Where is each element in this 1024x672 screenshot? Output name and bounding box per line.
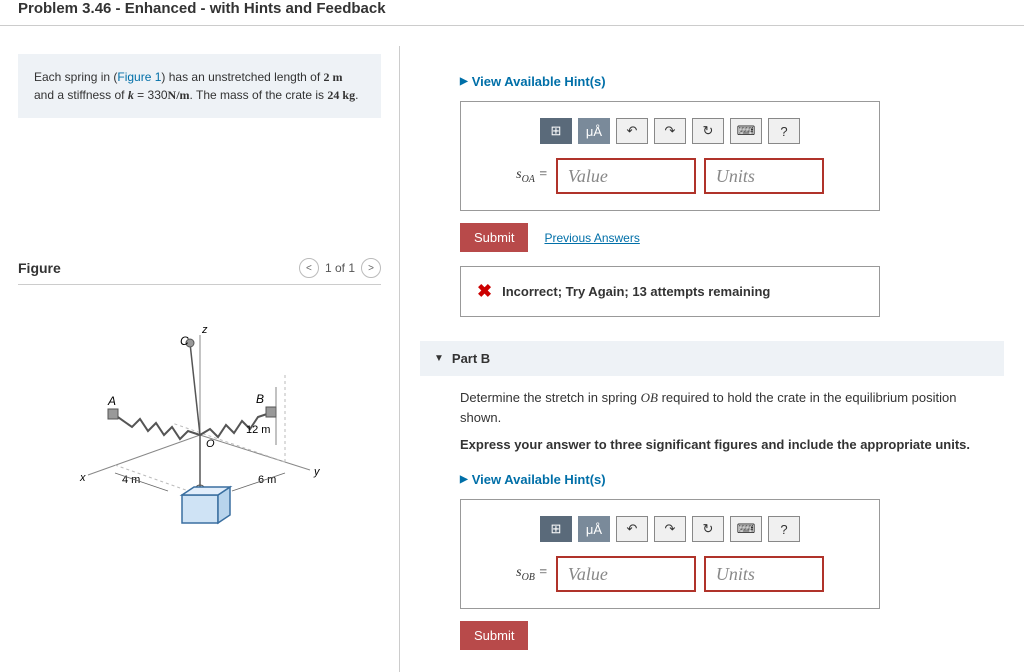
ps-pre: Each spring in ( xyxy=(34,70,117,84)
ps-mass: 24 kg xyxy=(327,88,355,102)
toolbar-a: ⊞ μÅ ↶ ↷ ↻ ⌨ ? xyxy=(477,118,863,144)
pager-prev-button[interactable]: < xyxy=(299,258,319,278)
right-column: View Available Hint(s) ⊞ μÅ ↶ ↷ ↻ ⌨ ? sO… xyxy=(400,46,1024,672)
hints-link-a[interactable]: View Available Hint(s) xyxy=(460,74,1004,89)
hints-link-b[interactable]: View Available Hint(s) xyxy=(460,472,1004,487)
greek-button[interactable]: μÅ xyxy=(578,118,610,144)
part-b-description: Determine the stretch in spring OB requi… xyxy=(460,388,984,427)
templates-button[interactable]: ⊞ xyxy=(540,118,572,144)
value-input-a[interactable]: Value xyxy=(556,158,696,194)
figure-pager: < 1 of 1 > xyxy=(299,258,381,278)
dim-4m: 4 m xyxy=(122,474,140,486)
toolbar-b: ⊞ μÅ ↶ ↷ ↻ ⌨ ? xyxy=(477,516,863,542)
help-button[interactable]: ? xyxy=(768,118,800,144)
axis-z-label: z xyxy=(201,324,208,336)
undo-button[interactable]: ↶ xyxy=(616,118,648,144)
keyboard-button-b[interactable]: ⌨ xyxy=(730,516,762,542)
ps-p4: . xyxy=(355,88,358,102)
templates-button-b[interactable]: ⊞ xyxy=(540,516,572,542)
problem-statement: Each spring in (Figure 1) has an unstret… xyxy=(18,54,381,118)
figure-title: Figure xyxy=(18,260,61,276)
figure-image: z x y xyxy=(18,315,381,545)
submit-button-a[interactable]: Submit xyxy=(460,223,528,252)
axis-y-label: y xyxy=(313,466,321,478)
var-label-a: sOA = xyxy=(516,167,548,185)
answer-box-a: ⊞ μÅ ↶ ↷ ↻ ⌨ ? sOA = Value Units xyxy=(460,101,880,211)
figure-link[interactable]: Figure 1 xyxy=(117,70,161,84)
dim-6m: 6 m xyxy=(258,474,276,486)
redo-button-b[interactable]: ↷ xyxy=(654,516,686,542)
reset-button-b[interactable]: ↻ xyxy=(692,516,724,542)
ps-p1: ) has an unstretched length of xyxy=(161,70,323,84)
redo-button[interactable]: ↷ xyxy=(654,118,686,144)
part-b-header[interactable]: Part B xyxy=(420,341,1004,376)
pb-var: OB xyxy=(641,390,658,405)
part-b-instruction: Express your answer to three significant… xyxy=(460,437,984,452)
part-b-title: Part B xyxy=(452,351,490,366)
value-input-b[interactable]: Value xyxy=(556,556,696,592)
ps-len: 2 m xyxy=(324,70,343,84)
ps-p3: . The mass of the crate is xyxy=(190,88,328,102)
units-input-b[interactable]: Units xyxy=(704,556,824,592)
undo-button-b[interactable]: ↶ xyxy=(616,516,648,542)
pager-next-button[interactable]: > xyxy=(361,258,381,278)
feedback-box-a: ✖ Incorrect; Try Again; 13 attempts rema… xyxy=(460,266,880,317)
label-A: A xyxy=(107,394,116,408)
greek-button-b[interactable]: μÅ xyxy=(578,516,610,542)
pb-pre: Determine the stretch in spring xyxy=(460,390,641,405)
answer-box-b: ⊞ μÅ ↶ ↷ ↻ ⌨ ? sOB = Value Units xyxy=(460,499,880,609)
submit-button-b[interactable]: Submit xyxy=(460,621,528,650)
label-O: O xyxy=(206,438,215,450)
problem-title: Problem 3.46 - Enhanced - with Hints and… xyxy=(0,0,1024,26)
previous-answers-link[interactable]: Previous Answers xyxy=(544,231,639,245)
ps-p2: and a stiffness of xyxy=(34,88,128,102)
left-column: Each spring in (Figure 1) has an unstret… xyxy=(0,46,400,672)
ps-kunit: N/m xyxy=(168,88,190,102)
reset-button[interactable]: ↻ xyxy=(692,118,724,144)
label-B: B xyxy=(256,392,264,406)
help-button-b[interactable]: ? xyxy=(768,516,800,542)
figure-section: Figure < 1 of 1 > z x y xyxy=(18,258,381,545)
pager-label: 1 of 1 xyxy=(325,261,355,275)
incorrect-icon: ✖ xyxy=(477,281,492,302)
dim-12m: 12 m xyxy=(246,424,270,436)
var-label-b: sOB = xyxy=(516,565,548,583)
ps-keq: = 330 xyxy=(134,88,168,102)
label-C: C xyxy=(180,334,189,348)
keyboard-button[interactable]: ⌨ xyxy=(730,118,762,144)
units-input-a[interactable]: Units xyxy=(704,158,824,194)
feedback-text: Incorrect; Try Again; 13 attempts remain… xyxy=(502,284,770,299)
axis-x-label: x xyxy=(79,472,86,484)
